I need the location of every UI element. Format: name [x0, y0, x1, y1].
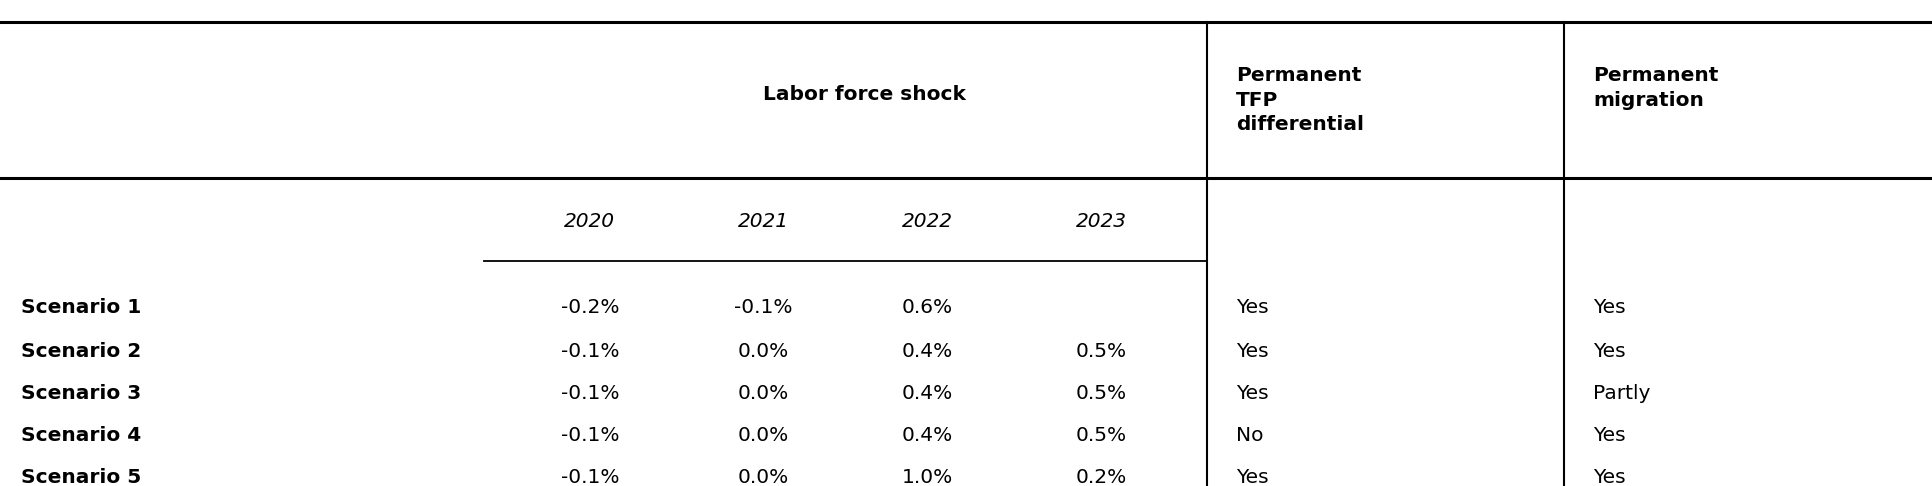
Text: 0.5%: 0.5% [1076, 426, 1126, 445]
Text: -0.1%: -0.1% [560, 426, 618, 445]
Text: Yes: Yes [1236, 343, 1269, 362]
Text: Yes: Yes [1594, 343, 1625, 362]
Text: -0.2%: -0.2% [560, 298, 618, 317]
Text: Scenario 2: Scenario 2 [21, 343, 141, 362]
Text: Yes: Yes [1236, 298, 1269, 317]
Text: Labor force shock: Labor force shock [763, 85, 966, 104]
Text: Yes: Yes [1594, 426, 1625, 445]
Text: 0.2%: 0.2% [1076, 468, 1126, 486]
Text: 0.5%: 0.5% [1076, 343, 1126, 362]
Text: Scenario 1: Scenario 1 [21, 298, 141, 317]
Text: Scenario 3: Scenario 3 [21, 384, 141, 403]
Text: Scenario 5: Scenario 5 [21, 468, 141, 486]
Text: 0.4%: 0.4% [902, 384, 952, 403]
Text: 0.0%: 0.0% [738, 468, 788, 486]
Text: 2022: 2022 [902, 212, 952, 231]
Text: -0.1%: -0.1% [560, 343, 618, 362]
Text: 0.4%: 0.4% [902, 343, 952, 362]
Text: 0.0%: 0.0% [738, 426, 788, 445]
Text: 0.0%: 0.0% [738, 343, 788, 362]
Text: -0.1%: -0.1% [560, 384, 618, 403]
Text: 2020: 2020 [564, 212, 614, 231]
Text: Scenario 4: Scenario 4 [21, 426, 141, 445]
Text: Permanent
migration: Permanent migration [1594, 67, 1718, 110]
Text: Yes: Yes [1594, 468, 1625, 486]
Text: 0.4%: 0.4% [902, 426, 952, 445]
Text: 2023: 2023 [1076, 212, 1126, 231]
Text: -0.1%: -0.1% [560, 468, 618, 486]
Text: Partly: Partly [1594, 384, 1650, 403]
Text: 1.0%: 1.0% [902, 468, 952, 486]
Text: Yes: Yes [1594, 298, 1625, 317]
Text: Yes: Yes [1236, 468, 1269, 486]
Text: 0.0%: 0.0% [738, 384, 788, 403]
Text: -0.1%: -0.1% [734, 298, 792, 317]
Text: No: No [1236, 426, 1264, 445]
Text: Yes: Yes [1236, 384, 1269, 403]
Text: Permanent
TFP
differential: Permanent TFP differential [1236, 67, 1364, 134]
Text: 0.5%: 0.5% [1076, 384, 1126, 403]
Text: 2021: 2021 [738, 212, 788, 231]
Text: 0.6%: 0.6% [902, 298, 952, 317]
